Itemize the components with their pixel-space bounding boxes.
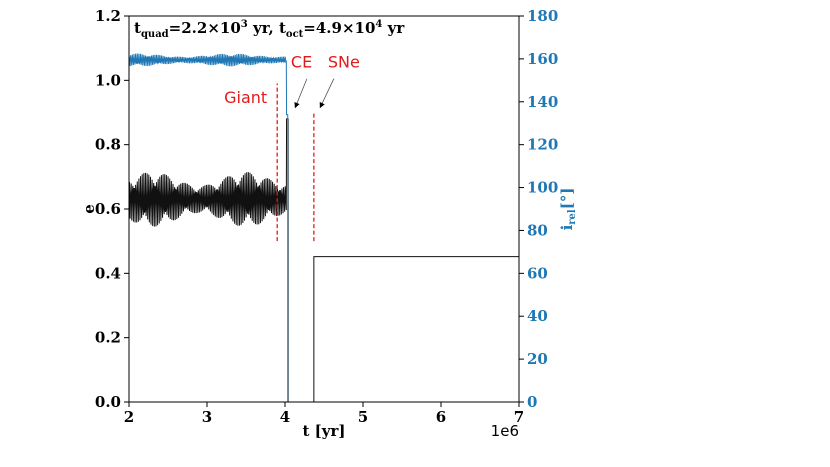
x-axis-offset-label: 1e6 <box>491 422 519 440</box>
chart-title: tquad=2.2×103 yr, toct=4.9×104 yr <box>134 19 405 40</box>
x-tick-label-0: 2 <box>124 408 134 426</box>
y-axis-left-label: e <box>80 204 98 214</box>
y-left-tick-label-6: 1.2 <box>95 7 121 25</box>
x-axis-label: t [yr] <box>303 422 346 440</box>
y-left-tick-label-3: 0.6 <box>95 200 121 218</box>
series-line-1 <box>128 53 519 403</box>
series-line-0 <box>128 118 519 403</box>
y-right-tick-label-1: 20 <box>527 350 548 368</box>
y-left-tick-label-5: 1.0 <box>95 71 121 89</box>
chart-marks: Giant CE SNe <box>128 52 519 403</box>
y-left-tick-label-4: 0.8 <box>95 136 121 154</box>
y-left-tick-label-1: 0.2 <box>95 329 121 347</box>
y-axis-right-label: irel[°] <box>558 188 578 231</box>
y-left-tick-label-2: 0.4 <box>95 264 121 282</box>
event-arrow-sne <box>319 78 335 109</box>
y-right-tick-label-2: 40 <box>527 307 548 325</box>
x-tick-label-1: 3 <box>202 408 212 426</box>
y-right-tick-label-9: 180 <box>527 7 558 25</box>
y-right-tick-label-4: 80 <box>527 221 548 239</box>
x-tick-label-2: 4 <box>280 408 290 426</box>
x-tick-label-5: 7 <box>514 408 524 426</box>
y-right-tick-label-5: 100 <box>527 179 558 197</box>
event-label-ce: CE <box>291 52 312 71</box>
y-right-tick-label-3: 60 <box>527 264 548 282</box>
y-right-tick-label-6: 120 <box>527 136 558 154</box>
event-label-sne: SNe <box>328 52 360 71</box>
y-left-tick-label-0: 0.0 <box>95 393 121 411</box>
y-right-tick-label-8: 160 <box>527 50 558 68</box>
x-tick-label-4: 6 <box>436 408 446 426</box>
y-right-tick-label-7: 140 <box>527 93 558 111</box>
event-label-giant: Giant <box>224 88 267 107</box>
y-right-tick-label-0: 0 <box>527 393 537 411</box>
event-arrow-ce <box>294 78 308 109</box>
x-tick-label-3: 5 <box>358 408 368 426</box>
chart-axes: 2 3 4 5 6 7 0.0 0.2 0.4 0.6 0.8 1.0 1.2 0 20 40 60 80 100 1… <box>95 7 558 426</box>
